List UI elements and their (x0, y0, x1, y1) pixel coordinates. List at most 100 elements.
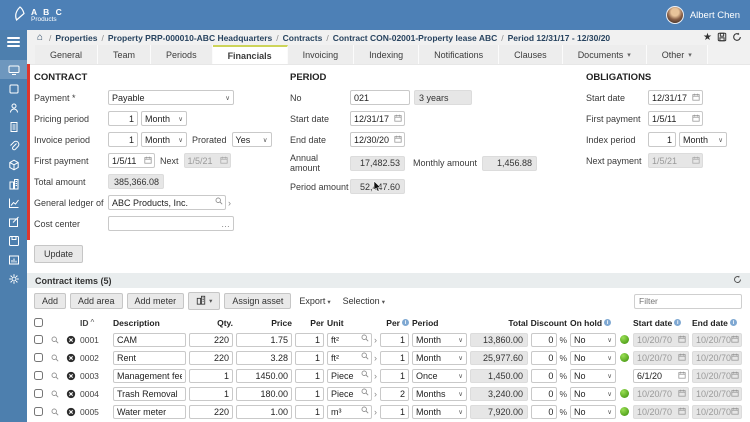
add-area-button[interactable]: Add area (70, 293, 123, 309)
contract-items-filter-input[interactable] (634, 293, 742, 309)
tab-financials[interactable]: Financials (212, 45, 288, 64)
tab-clauses[interactable]: Clauses (499, 45, 563, 64)
tab-other[interactable]: Other ▾ (646, 45, 708, 64)
add-from-building-button[interactable]: ▾ (188, 292, 221, 310)
qty-input[interactable] (189, 332, 233, 347)
refresh-icon[interactable] (732, 32, 742, 44)
sidebar-item-properties[interactable] (0, 174, 27, 193)
delete-row-icon[interactable] (64, 407, 77, 417)
discount-input[interactable] (531, 350, 558, 365)
per2-input[interactable] (380, 350, 409, 365)
search-icon[interactable] (361, 334, 369, 345)
row-end-date[interactable]: 10/20/70 (692, 404, 742, 419)
index-period-unit-select[interactable]: Month ∨ (679, 132, 727, 147)
delete-row-icon[interactable] (64, 353, 77, 363)
delete-row-icon[interactable] (64, 335, 77, 345)
zoom-row-icon[interactable] (49, 408, 61, 416)
tab-notifications[interactable]: Notifications (419, 45, 500, 64)
per-input[interactable] (295, 332, 324, 347)
selection-menu[interactable]: Selection ▾ (342, 296, 385, 306)
favorite-star-icon[interactable]: ★ (703, 31, 712, 43)
refresh-icon[interactable] (733, 275, 742, 286)
export-menu[interactable]: Export ▾ (299, 296, 331, 306)
update-button[interactable]: Update (34, 245, 84, 263)
row-end-date[interactable]: 10/20/70 (692, 386, 742, 401)
open-record-chevron[interactable]: › (374, 334, 377, 345)
sidebar-item-contacts[interactable] (0, 98, 27, 117)
open-record-chevron[interactable]: › (374, 370, 377, 381)
period-select[interactable]: Once ∨ (412, 368, 467, 383)
description-input[interactable] (113, 332, 186, 347)
period-end-date[interactable]: 12/30/20 (350, 132, 405, 147)
breadcrumb-period[interactable]: Period 12/31/17 - 12/30/20 (497, 33, 611, 43)
row-start-date[interactable]: 10/20/70 (633, 332, 689, 347)
select-all-checkbox[interactable] (34, 318, 43, 327)
sidebar-item-analytics[interactable] (0, 193, 27, 212)
on-hold-select[interactable]: No ∨ (570, 386, 616, 401)
app-logo[interactable]: A B C Products (12, 5, 64, 25)
row-start-date[interactable]: 10/20/70 (633, 350, 689, 365)
price-input[interactable] (236, 404, 292, 419)
open-record-chevron[interactable]: › (374, 406, 377, 417)
ellipsis-icon[interactable]: … (221, 218, 230, 229)
payment-select[interactable]: Payable ∨ (108, 90, 234, 105)
tab-invoicing[interactable]: Invoicing (287, 45, 355, 64)
open-record-chevron[interactable]: › (228, 197, 231, 208)
on-hold-select[interactable]: No ∨ (570, 368, 616, 383)
period-select[interactable]: Month ∨ (412, 332, 467, 347)
search-icon[interactable] (361, 352, 369, 363)
per-input[interactable] (295, 350, 324, 365)
obligations-start-date[interactable]: 12/31/17 (648, 90, 703, 105)
qty-input[interactable] (189, 350, 233, 365)
tab-team[interactable]: Team (98, 45, 152, 64)
sidebar-item-workspace[interactable] (0, 79, 27, 98)
row-checkbox[interactable] (34, 371, 43, 380)
on-hold-select[interactable]: No ∨ (570, 332, 616, 347)
discount-input[interactable] (531, 404, 558, 419)
assign-asset-button[interactable]: Assign asset (224, 293, 292, 309)
pricing-period-input[interactable] (108, 111, 138, 126)
obligations-first-payment-date[interactable]: 1/5/11 (648, 111, 703, 126)
price-input[interactable] (236, 350, 292, 365)
sidebar-item-dashboard[interactable] (0, 60, 27, 79)
price-input[interactable] (236, 332, 292, 347)
breadcrumb-contracts[interactable]: Contracts (272, 33, 323, 43)
general-ledger-input[interactable] (108, 195, 226, 210)
zoom-row-icon[interactable] (49, 336, 61, 344)
qty-input[interactable] (189, 386, 233, 401)
row-end-date[interactable]: 10/20/70 (692, 368, 742, 383)
delete-row-icon[interactable] (64, 389, 77, 399)
delete-row-icon[interactable] (64, 371, 77, 381)
unit-input[interactable] (327, 386, 372, 401)
unit-input[interactable] (327, 404, 372, 419)
per2-input[interactable] (380, 404, 409, 419)
tab-documents[interactable]: Documents ▾ (562, 45, 647, 64)
search-icon[interactable] (215, 197, 223, 208)
zoom-row-icon[interactable] (49, 372, 61, 380)
row-checkbox[interactable] (34, 407, 43, 416)
discount-input[interactable] (531, 368, 558, 383)
on-hold-select[interactable]: No ∨ (570, 350, 616, 365)
unit-input[interactable] (327, 368, 372, 383)
sidebar-item-files[interactable] (0, 231, 27, 250)
per-input[interactable] (295, 386, 324, 401)
unit-input[interactable] (327, 332, 372, 347)
per-input[interactable] (295, 404, 324, 419)
sidebar-item-attachments[interactable] (0, 136, 27, 155)
avatar[interactable] (665, 6, 684, 24)
sidebar-item-settings[interactable] (0, 269, 27, 288)
breadcrumb-contract[interactable]: Contract CON-02001-Property lease ABC (322, 33, 498, 43)
price-input[interactable] (236, 368, 292, 383)
description-input[interactable] (113, 368, 186, 383)
period-select[interactable]: Month ∨ (412, 404, 467, 419)
discount-input[interactable] (531, 386, 558, 401)
tab-general[interactable]: General (35, 45, 99, 64)
qty-input[interactable] (189, 368, 233, 383)
row-end-date[interactable]: 10/20/70 (692, 350, 742, 365)
invoice-period-input[interactable] (108, 132, 138, 147)
breadcrumb-property[interactable]: Property PRP-000010-ABC Headquarters (97, 33, 272, 43)
pricing-period-unit-select[interactable]: Month ∨ (141, 111, 187, 126)
description-input[interactable] (113, 404, 186, 419)
qty-input[interactable] (189, 404, 233, 419)
sidebar-item-forms[interactable] (0, 212, 27, 231)
